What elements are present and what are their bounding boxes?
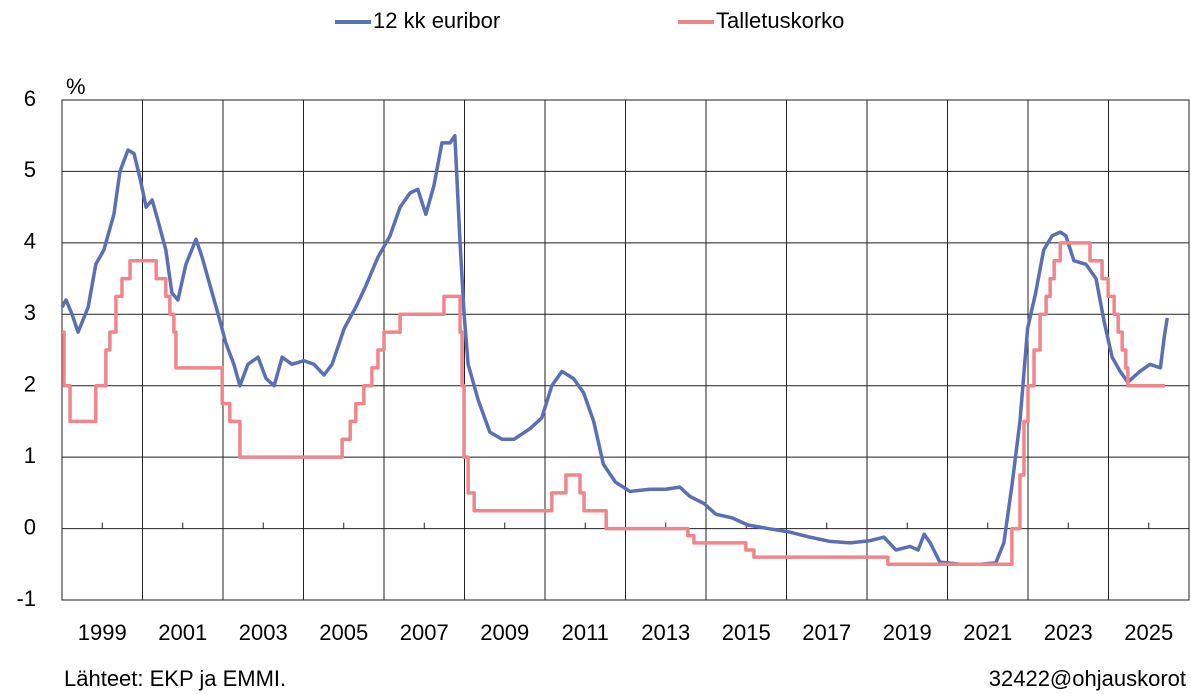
line-series	[60, 133, 1169, 567]
x-tick-label: 2005	[319, 620, 368, 645]
x-tick-label: 2003	[239, 620, 288, 645]
x-tick-label: 2023	[1044, 620, 1093, 645]
credit-note: 32422@ohjauskorot	[989, 666, 1186, 691]
y-tick-label: 3	[24, 300, 36, 325]
x-tick-label: 2017	[802, 620, 851, 645]
x-tick-label: 2007	[400, 620, 449, 645]
x-tick-label: 2019	[883, 620, 932, 645]
y-tick-label: 0	[24, 514, 36, 539]
y-tick-label: 6	[24, 86, 36, 111]
x-tick-label: 2015	[722, 620, 771, 645]
legend-label: Talletuskorko	[716, 8, 844, 33]
x-tick-label: 2021	[963, 620, 1012, 645]
x-tick-label: 2011	[562, 620, 609, 645]
legend-label: 12 kk euribor	[373, 8, 500, 33]
source-note: Lähteet: EKP ja EMMI.	[64, 666, 286, 691]
y-axis-label: %	[66, 74, 86, 99]
y-tick-label: 5	[24, 157, 36, 182]
y-tick-label: 4	[24, 229, 36, 254]
y-tick-label: 1	[24, 443, 36, 468]
y-tick-label: 2	[24, 372, 36, 397]
plot-frame	[61, 99, 1190, 601]
x-tick-label: 2025	[1124, 620, 1173, 645]
x-tick-label: 2001	[158, 620, 207, 645]
x-tick-label: 1999	[78, 620, 127, 645]
line-series	[62, 241, 1165, 567]
x-tick-label: 2009	[480, 620, 529, 645]
y-tick-label: -1	[16, 586, 36, 611]
x-tick-label: 2013	[641, 620, 690, 645]
